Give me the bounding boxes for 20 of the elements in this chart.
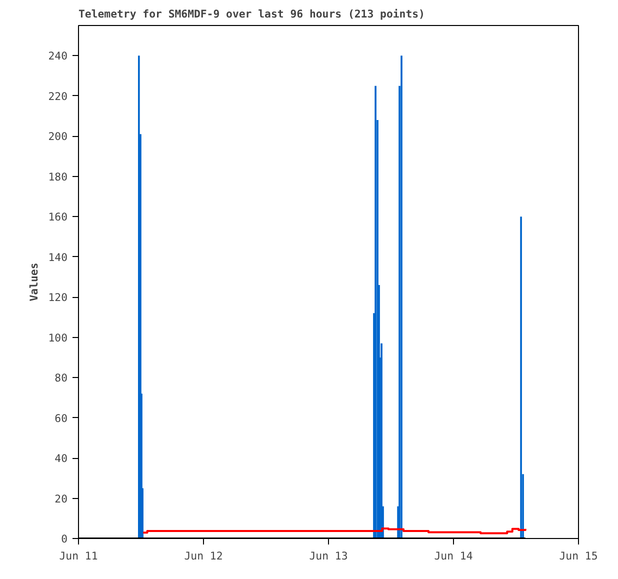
y-tick-label: 60: [54, 412, 68, 425]
x-tick-label: Jun 11: [59, 550, 98, 562]
y-tick-label: 160: [48, 210, 68, 224]
y-tick-label: 100: [48, 331, 68, 344]
x-tick-label: Jun 12: [184, 550, 223, 562]
y-tick-label: 240: [48, 50, 68, 63]
chart-title: Telemetry for SM6MDF-9 over last 96 hours (213 points): [78, 8, 425, 20]
y-tick-label: 80: [54, 372, 68, 385]
y-tick-label: 220: [48, 90, 68, 103]
x-tick-label: Jun 14: [434, 550, 473, 562]
y-tick-label: 0: [61, 532, 68, 546]
y-tick-label: 40: [54, 452, 68, 466]
x-tick-label: Jun 15: [559, 550, 598, 562]
y-tick-label: 180: [48, 170, 68, 184]
x-tick-label: Jun 13: [309, 550, 348, 562]
y-tick-label: 120: [48, 291, 68, 304]
y-tick-label: 20: [54, 492, 68, 506]
y-axis-title: Values: [27, 262, 40, 302]
y-tick-label: 200: [48, 130, 68, 144]
y-tick-label: 140: [48, 250, 68, 264]
